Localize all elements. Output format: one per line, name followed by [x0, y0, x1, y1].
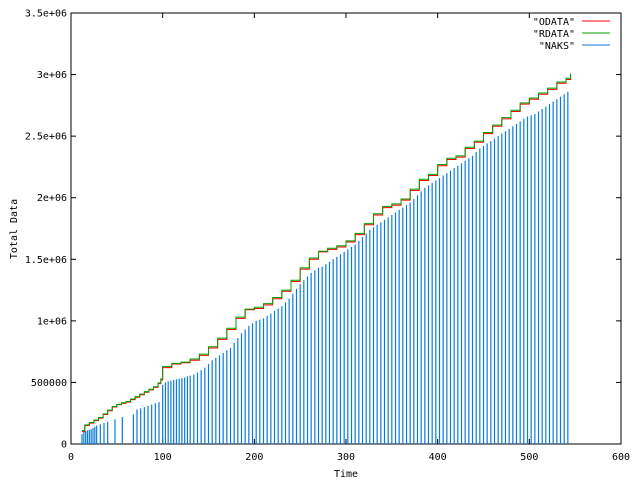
y-tick-label: 500000 — [31, 378, 67, 389]
series-rdata-line — [82, 73, 572, 431]
legend-label: "ODATA" — [533, 17, 575, 28]
y-tick-label: 1.5e+06 — [25, 255, 67, 266]
y-tick-label: 2.5e+06 — [25, 132, 67, 143]
x-axis-label: Time — [334, 469, 358, 480]
x-tick-label: 200 — [245, 452, 263, 463]
y-tick-label: 0 — [61, 440, 67, 451]
x-tick-label: 0 — [68, 452, 74, 463]
legend: "ODATA""RDATA""NAKS" — [533, 17, 610, 52]
x-axis-ticks: 0 100 200 300 400 500 600 — [68, 13, 630, 463]
series-layer — [81, 73, 572, 444]
y-axis-label: Total Data — [9, 199, 20, 259]
y-axis-ticks: 0 500000 1e+06 1.5e+06 2e+06 2.5e+06 3e+06 3.5e… — [25, 9, 621, 451]
y-tick-label: 2e+06 — [37, 193, 67, 204]
x-tick-label: 400 — [429, 452, 447, 463]
x-tick-label: 300 — [337, 452, 355, 463]
x-tick-label: 500 — [520, 452, 538, 463]
legend-label: "NAKS" — [539, 41, 575, 52]
series-naks-impulses — [81, 91, 569, 444]
y-tick-label: 3e+06 — [37, 70, 67, 81]
legend-label: "RDATA" — [533, 29, 575, 40]
y-tick-label: 1e+06 — [37, 316, 67, 327]
x-tick-label: 100 — [154, 452, 172, 463]
y-tick-label: 3.5e+06 — [25, 9, 67, 20]
x-tick-label: 600 — [612, 452, 630, 463]
